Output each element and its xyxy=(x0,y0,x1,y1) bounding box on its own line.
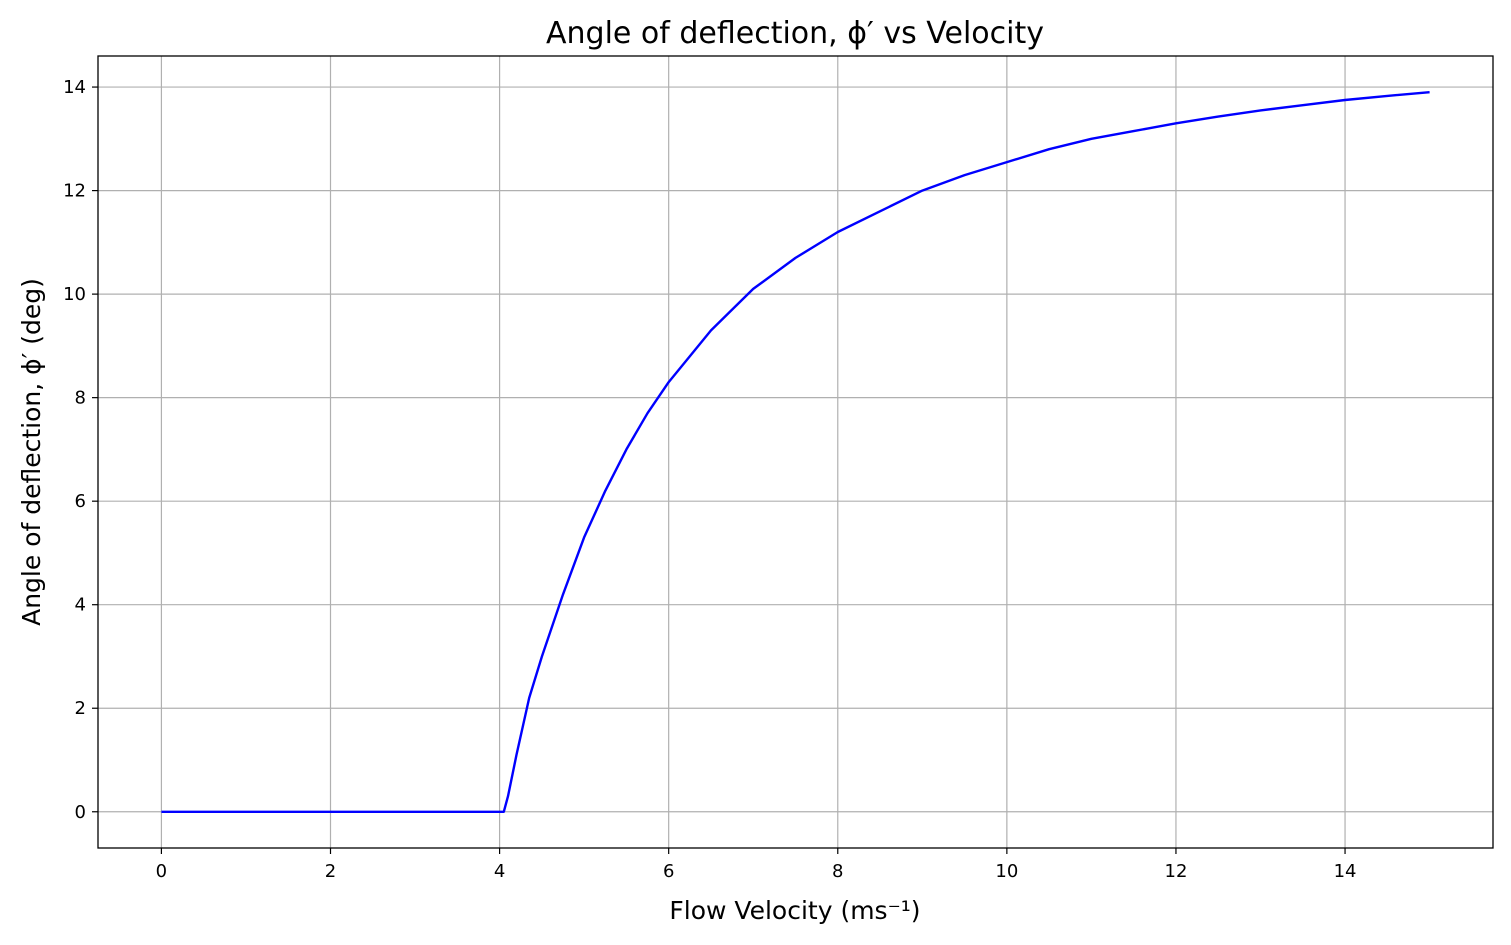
y-tick-label: 12 xyxy=(63,181,86,202)
plot-area xyxy=(98,56,1493,848)
y-tick-label: 2 xyxy=(75,698,86,719)
x-tick-label: 8 xyxy=(832,861,843,882)
x-tick-label: 10 xyxy=(995,861,1018,882)
chart-title: Angle of deflection, ϕ′ vs Velocity xyxy=(546,16,1044,51)
x-tick-label: 2 xyxy=(325,861,336,882)
x-tick-label: 4 xyxy=(494,861,505,882)
x-tick-label: 14 xyxy=(1334,861,1357,882)
series-layer xyxy=(161,91,1430,813)
series-line xyxy=(161,91,1430,813)
y-tick-label: 10 xyxy=(63,284,86,305)
y-tick-label: 0 xyxy=(75,802,86,823)
plot-frame xyxy=(97,55,1494,849)
x-tick-label: 12 xyxy=(1165,861,1188,882)
x-tick-label: 6 xyxy=(663,861,674,882)
y-tick-label: 14 xyxy=(63,77,86,98)
y-tick-label: 6 xyxy=(75,491,86,512)
y-tick-label: 8 xyxy=(75,388,86,409)
x-tick-label: 0 xyxy=(156,861,167,882)
y-axis-label: Angle of deflection, ϕ′ (deg) xyxy=(17,278,46,626)
y-tick-label: 4 xyxy=(75,595,86,616)
ticks: 0 2 4 6 8 10 12 14 0 2 4 6 8 10 12 14 xyxy=(63,77,1356,882)
x-axis-label: Flow Velocity (ms⁻¹) xyxy=(669,896,920,925)
